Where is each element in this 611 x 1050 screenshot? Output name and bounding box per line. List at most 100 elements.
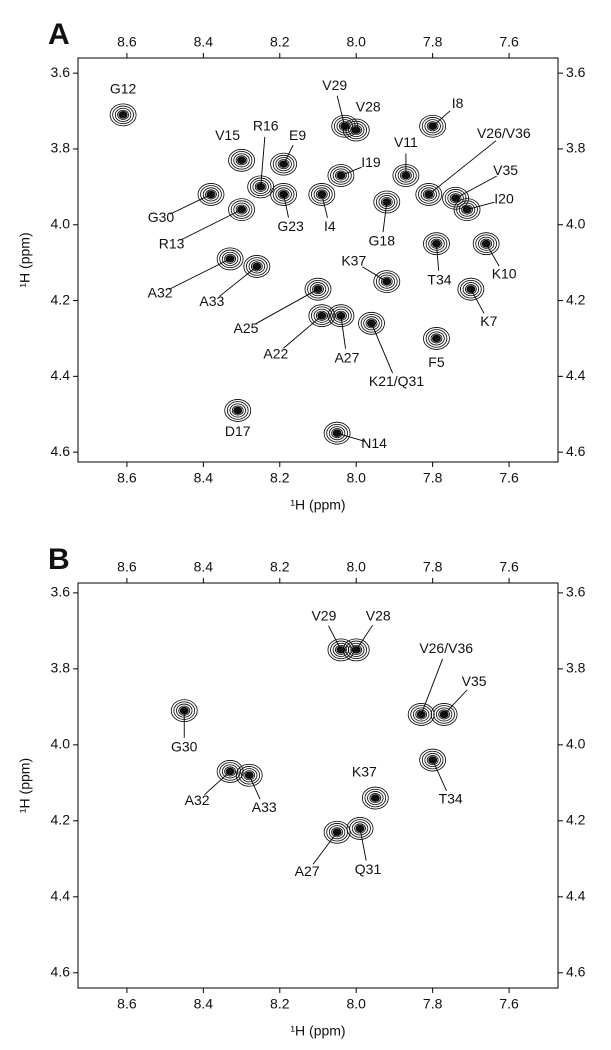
peak-contour bbox=[308, 304, 336, 328]
peak-contour bbox=[480, 238, 493, 249]
peak-contour bbox=[226, 401, 249, 420]
x-tick-label: 8.2 bbox=[270, 996, 290, 1012]
peak-contour bbox=[475, 234, 497, 253]
peak-contour bbox=[363, 316, 380, 331]
peak-label: V28 bbox=[366, 608, 391, 624]
peak bbox=[419, 748, 447, 772]
peak-contour bbox=[243, 255, 271, 278]
leader-line bbox=[371, 323, 394, 374]
peak-contour bbox=[360, 314, 383, 333]
y-tick-label: 4.0 bbox=[51, 736, 71, 752]
peak-contour bbox=[114, 107, 132, 122]
y-tick-label: 4.6 bbox=[566, 964, 586, 980]
peak-contour bbox=[424, 753, 441, 768]
peak-label: V35 bbox=[462, 673, 487, 689]
peak-contour bbox=[117, 109, 129, 120]
peak-contour bbox=[350, 124, 363, 136]
y-tick-label: 3.8 bbox=[566, 660, 586, 676]
leader-line bbox=[432, 759, 447, 792]
peak-contour bbox=[231, 405, 244, 416]
panel-letter: B bbox=[48, 543, 70, 576]
leader-line bbox=[321, 194, 328, 218]
leader-line bbox=[312, 831, 338, 865]
peak bbox=[224, 399, 252, 422]
peak-label: R13 bbox=[159, 235, 185, 251]
peak-contour bbox=[252, 179, 269, 194]
leader-line bbox=[336, 432, 365, 442]
peak-label: A22 bbox=[263, 345, 288, 361]
peak-contour bbox=[200, 185, 222, 204]
x-axis-label: ¹H (ppm) bbox=[290, 1023, 345, 1039]
peak-contour bbox=[335, 170, 347, 181]
peak-contour bbox=[380, 196, 393, 208]
peak-label: E9 bbox=[289, 127, 306, 143]
peak-contour bbox=[275, 187, 292, 202]
peak bbox=[407, 703, 435, 726]
peak bbox=[235, 763, 263, 787]
peak-label: Q31 bbox=[355, 861, 382, 877]
peak-contour bbox=[241, 768, 258, 783]
peak-contour bbox=[224, 766, 236, 777]
peak-contour bbox=[420, 187, 438, 202]
peak-contour bbox=[277, 189, 290, 200]
peak-contour bbox=[335, 310, 347, 321]
peak-contour bbox=[418, 185, 440, 204]
peak-label: K21/Q31 bbox=[369, 373, 424, 389]
leader-line bbox=[432, 110, 451, 127]
y-tick-label: 3.8 bbox=[566, 140, 586, 156]
peak-label: G30 bbox=[148, 209, 175, 225]
peak-label: A32 bbox=[185, 792, 210, 808]
peak-contour bbox=[375, 192, 398, 212]
leader-line bbox=[168, 258, 231, 290]
peak-label: I20 bbox=[494, 190, 514, 206]
leader-line bbox=[420, 658, 444, 715]
x-tick-label: 8.2 bbox=[270, 470, 290, 486]
peak-contour bbox=[277, 159, 290, 170]
leader-line bbox=[260, 136, 266, 187]
leader-line bbox=[283, 194, 289, 218]
peak-contour bbox=[428, 331, 445, 346]
peak-contour bbox=[456, 200, 478, 219]
leader-line bbox=[466, 201, 495, 211]
x-tick-label: 7.8 bbox=[423, 559, 443, 575]
leader-line bbox=[248, 775, 261, 800]
x-tick-label: 8.6 bbox=[117, 34, 137, 50]
peak-label: A27 bbox=[295, 863, 320, 879]
peak-contour bbox=[435, 707, 453, 722]
peak-contour bbox=[330, 640, 352, 660]
peak-contour bbox=[348, 123, 365, 138]
peak-contour bbox=[457, 277, 485, 301]
peak-label: A33 bbox=[199, 293, 224, 309]
peak-contour bbox=[373, 190, 401, 214]
peak-label: T34 bbox=[427, 271, 451, 287]
x-tick-label: 8.0 bbox=[346, 559, 366, 575]
leader-line bbox=[362, 266, 388, 282]
y-tick-label: 3.6 bbox=[51, 64, 71, 80]
leader-line bbox=[436, 243, 440, 271]
peak-contour bbox=[419, 748, 447, 772]
leader-line bbox=[428, 140, 497, 195]
leader-line bbox=[485, 243, 500, 267]
peak-contour bbox=[304, 277, 332, 301]
leader-line bbox=[180, 209, 242, 241]
y-tick-label: 3.8 bbox=[51, 660, 71, 676]
leader-line bbox=[283, 315, 323, 349]
y-tick-label: 4.0 bbox=[566, 736, 586, 752]
peak bbox=[472, 232, 500, 256]
peak-contour bbox=[430, 333, 443, 344]
y-tick-label: 4.4 bbox=[51, 367, 71, 383]
x-tick-label: 7.6 bbox=[499, 559, 519, 575]
leader-line bbox=[169, 194, 212, 215]
peak-contour bbox=[233, 202, 250, 217]
peak-contour bbox=[307, 279, 329, 299]
peak bbox=[457, 277, 485, 301]
peak-contour bbox=[367, 791, 384, 806]
peak-contour bbox=[410, 705, 432, 724]
peak-contour bbox=[365, 318, 378, 329]
peak-contour bbox=[342, 118, 370, 142]
peak-contour bbox=[442, 186, 469, 210]
plot-frame bbox=[77, 57, 559, 463]
leader-line bbox=[283, 144, 294, 165]
y-tick-label: 3.6 bbox=[566, 64, 586, 80]
peak-contour bbox=[373, 270, 401, 294]
